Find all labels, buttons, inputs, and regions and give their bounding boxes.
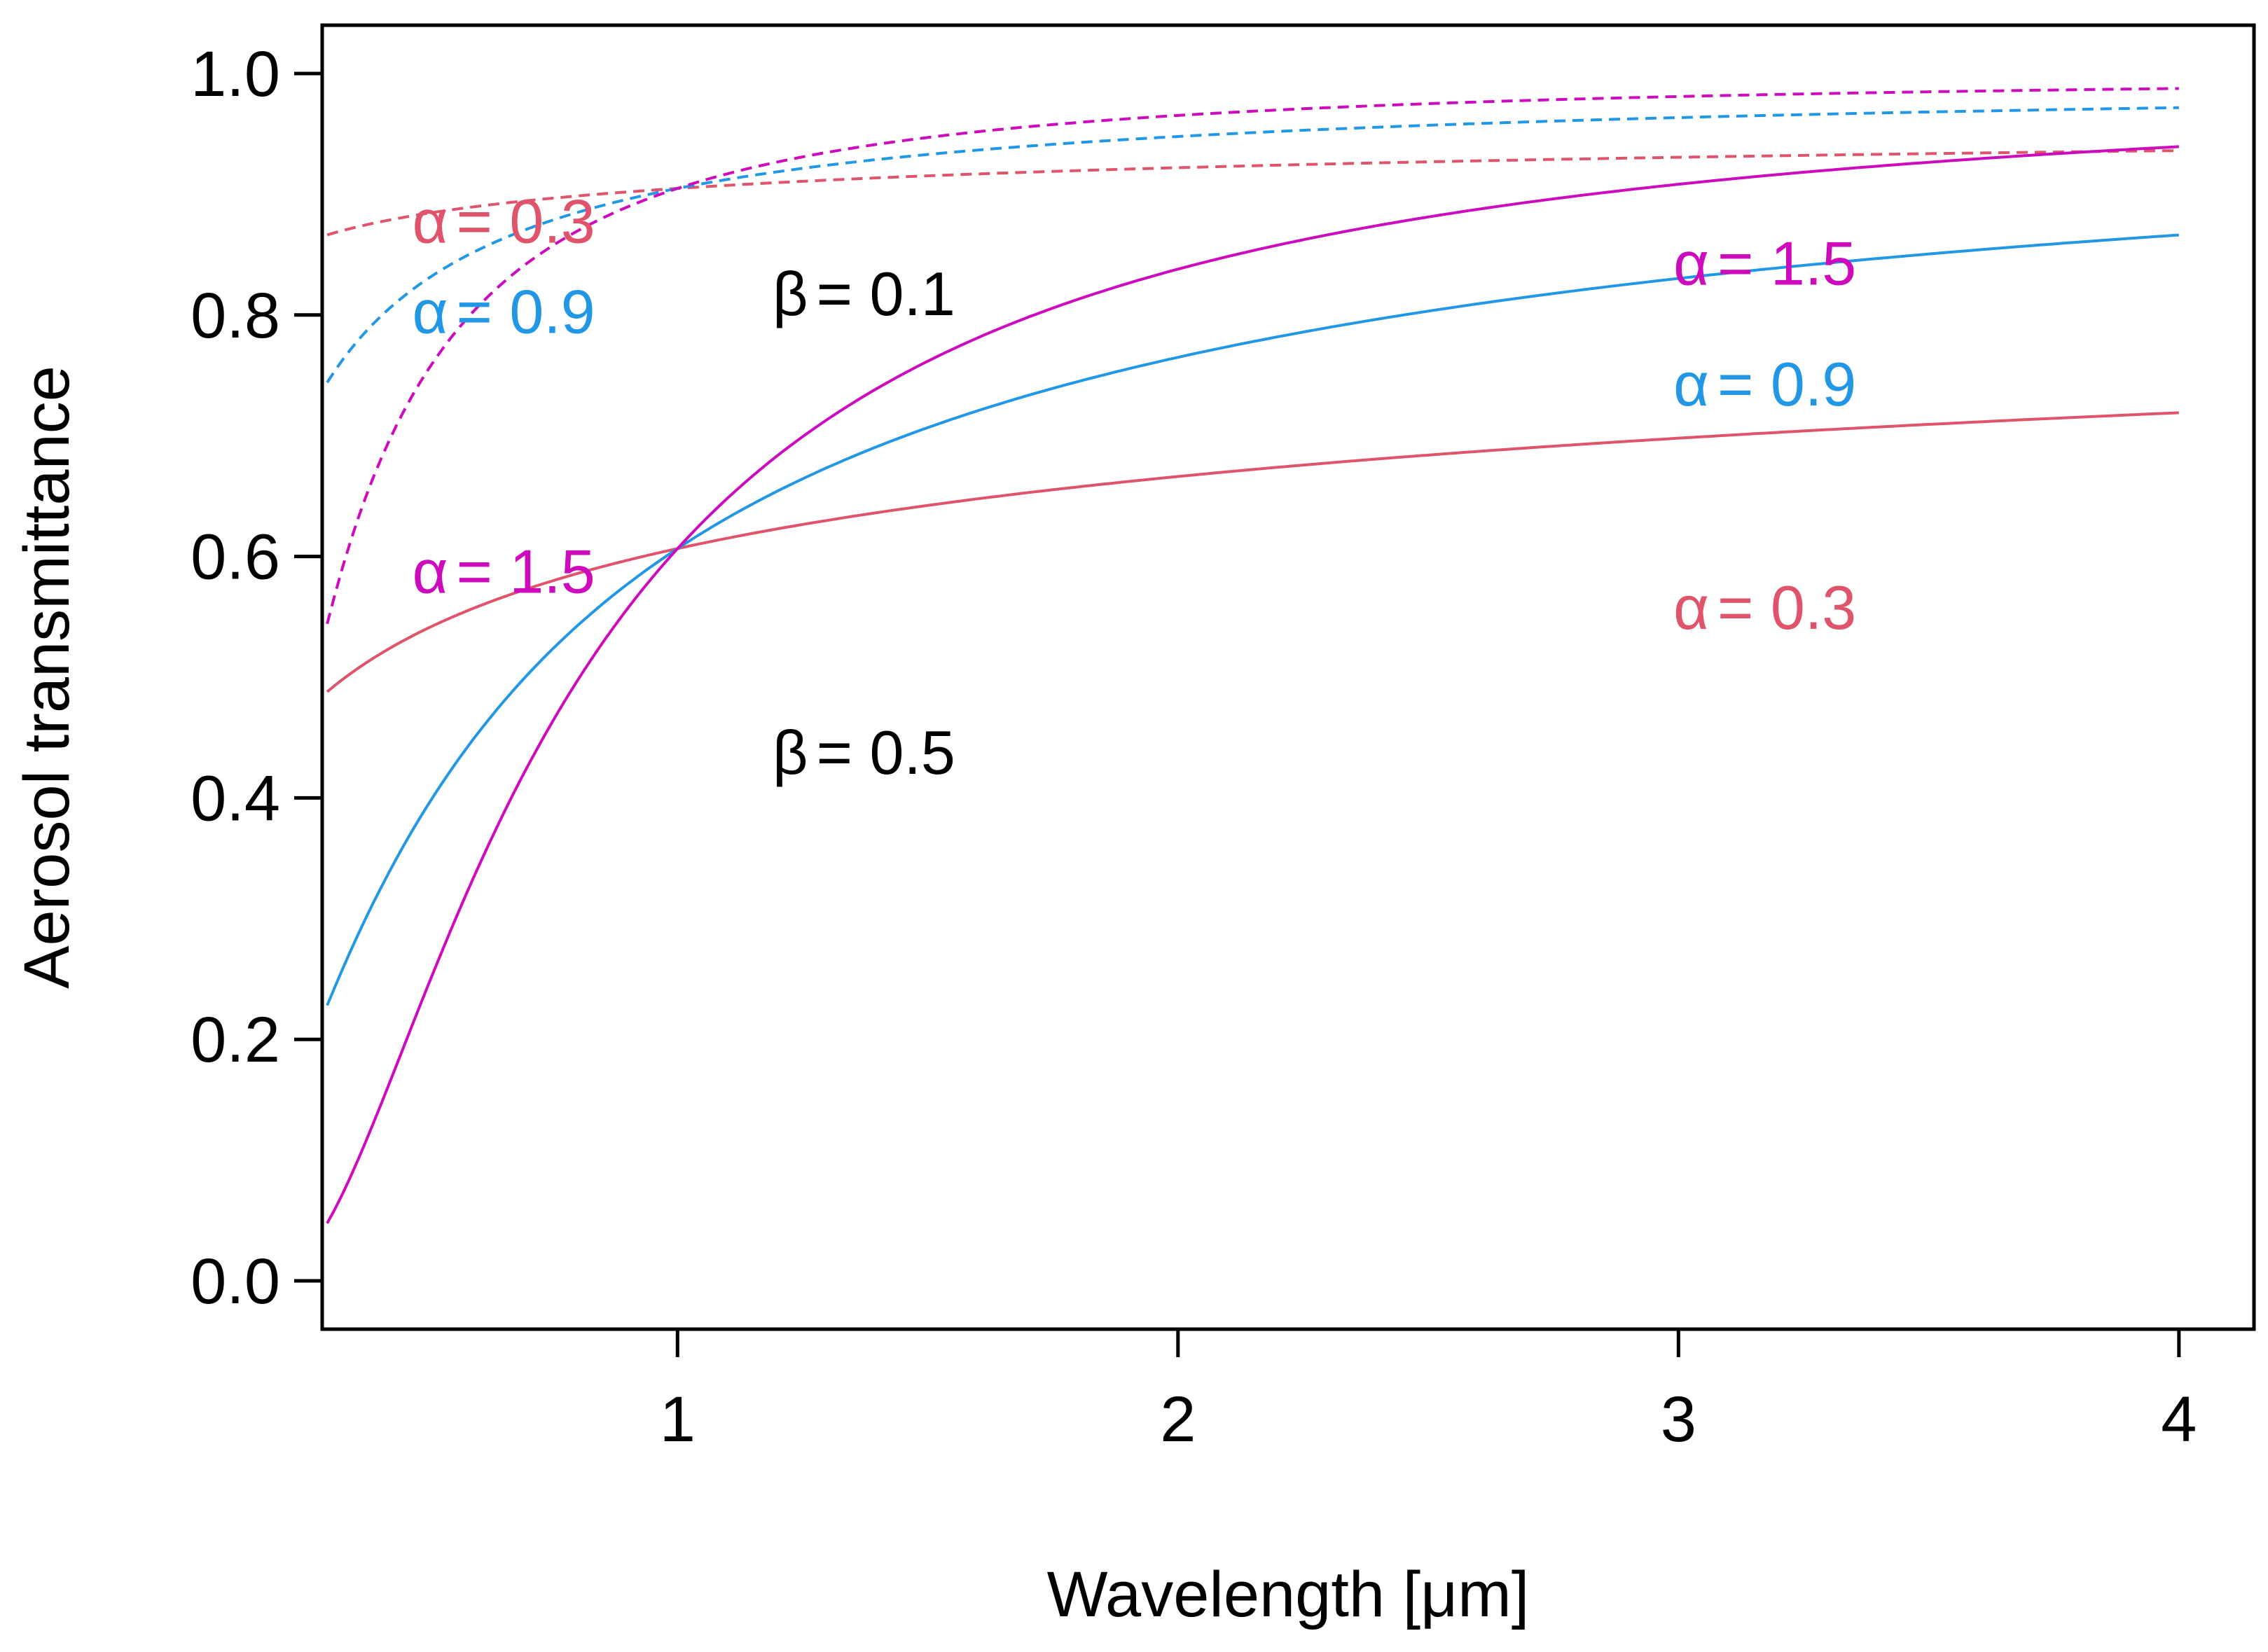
- annotation-symbol: α: [413, 277, 448, 347]
- annotation-symbol: α: [413, 186, 448, 256]
- series-line-alpha-0-3-beta-0-1-dashed: [326, 149, 2179, 237]
- series-line-alpha-0-3-beta-0-5-solid: [326, 411, 2179, 693]
- y-tick-label-1: 1.0: [191, 39, 280, 110]
- curve-annotation-6: α = 1.5: [1673, 229, 1856, 298]
- x-axis: 1 2 3 4: [660, 1329, 2197, 1455]
- annotation-symbol: β: [773, 718, 808, 787]
- curve-annotation-2: α = 0.9: [413, 277, 595, 347]
- annotation-value: = 1.5: [456, 536, 595, 606]
- annotations-layer: α = 0.3α = 0.9α = 1.5β = 0.1β = 0.5α = 1.5α = 0…: [413, 186, 1857, 787]
- x-tick-label-2: 2: [1160, 1384, 1196, 1455]
- annotation-symbol: α: [1673, 349, 1709, 419]
- annotation-symbol: α: [1673, 229, 1709, 298]
- annotation-symbol: β: [773, 259, 808, 328]
- x-tick-label-3: 3: [1661, 1384, 1696, 1455]
- curve-annotation-1: α = 0.3: [413, 186, 595, 256]
- y-axis-label: Aerosol transmittance: [11, 366, 83, 989]
- series-line-alpha-0-9-beta-0-1-dashed: [326, 106, 2179, 384]
- series-line-alpha-1-5-beta-0-5-solid: [326, 145, 2179, 1224]
- curve-annotation-3: α = 1.5: [413, 536, 595, 606]
- curve-annotation-5: β = 0.5: [773, 718, 955, 787]
- x-axis-label: Wavelength [μm]: [1047, 1559, 1530, 1630]
- y-tick-label-0-4: 0.4: [191, 763, 280, 834]
- curve-annotation-7: α = 0.9: [1673, 349, 1856, 419]
- y-tick-label-0-8: 0.8: [191, 280, 280, 352]
- curve-annotation-4: β = 0.1: [773, 259, 955, 328]
- curve-annotation-8: α = 0.3: [1673, 573, 1856, 642]
- annotation-value: = 0.5: [817, 718, 955, 787]
- annotation-value: = 0.3: [456, 186, 595, 256]
- annotation-value: = 0.9: [456, 277, 595, 347]
- y-tick-label-0-6: 0.6: [191, 522, 280, 593]
- annotation-symbol: α: [1673, 573, 1709, 642]
- x-tick-label-1: 1: [660, 1384, 696, 1455]
- series-line-alpha-1-5-beta-0-1-dashed: [326, 87, 2179, 625]
- plot-frame: [320, 23, 2256, 1331]
- annotation-value: = 0.1: [817, 259, 955, 328]
- series-line-alpha-0-9-beta-0-5-solid: [326, 233, 2179, 1006]
- annotation-value: = 1.5: [1717, 229, 1856, 298]
- curves-layer: [326, 87, 2179, 1224]
- y-tick-label-0: 0.0: [191, 1246, 280, 1317]
- annotation-value: = 0.3: [1717, 573, 1856, 642]
- y-axis: 0.0 0.2 0.4 0.6 0.8 1.0: [191, 39, 322, 1317]
- y-tick-label-0-2: 0.2: [191, 1004, 280, 1076]
- x-tick-label-4: 4: [2161, 1384, 2197, 1455]
- annotation-symbol: α: [413, 536, 448, 606]
- annotation-value: = 0.9: [1717, 349, 1856, 419]
